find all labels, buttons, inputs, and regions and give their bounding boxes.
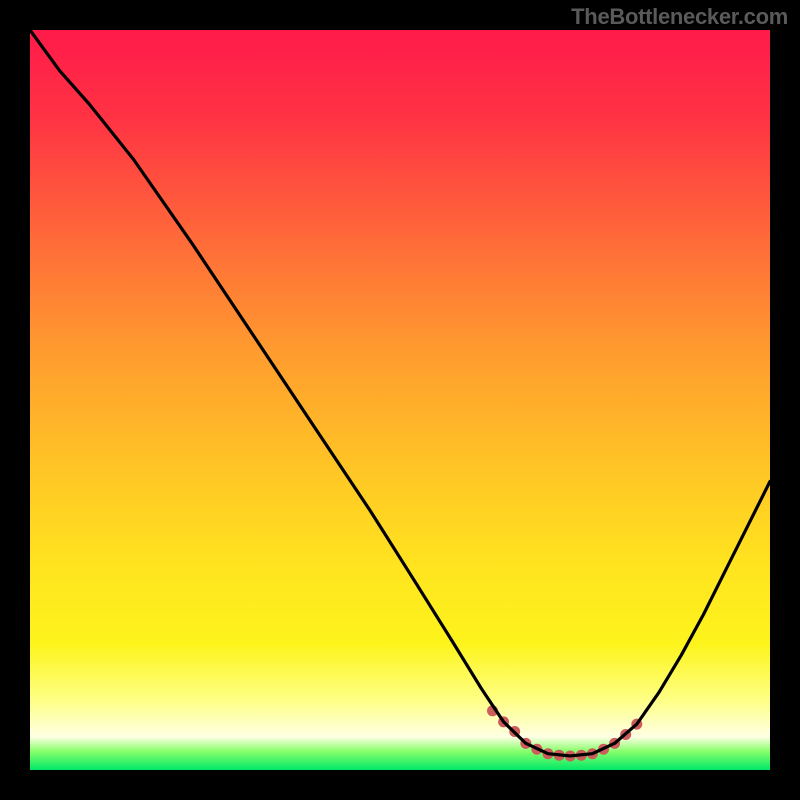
gradient-background <box>30 30 770 770</box>
attribution-label: TheBottlenecker.com <box>571 4 788 30</box>
bottleneck-chart: TheBottlenecker.com <box>0 0 800 800</box>
plot-svg <box>0 0 800 800</box>
